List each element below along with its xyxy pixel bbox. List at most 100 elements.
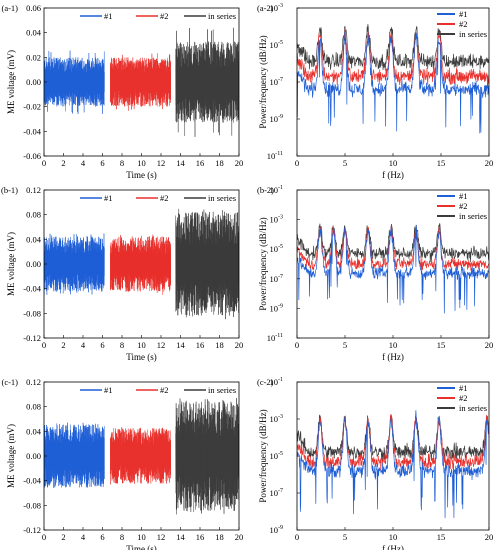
x-tick-label: 20 — [485, 340, 494, 350]
x-tick-label: 0 — [42, 158, 46, 168]
y-tick-label: 0.00 — [26, 77, 41, 87]
x-tick-label: 5 — [343, 532, 347, 542]
x-tick-label: 6 — [100, 158, 104, 168]
x-tick-label: 6 — [100, 340, 104, 350]
y-tick-label: 0.08 — [26, 210, 41, 220]
x-tick-label: 12 — [157, 532, 166, 542]
y-tick-label: -0.08 — [23, 308, 41, 318]
plot-area-a1 — [44, 27, 239, 137]
y-tick-label: 10-7 — [270, 274, 284, 284]
panel-label: (a-2) — [257, 3, 274, 13]
y-tick-label: 10-3 — [270, 414, 284, 424]
x-tick-label: 20 — [235, 532, 244, 542]
y-tick-label: 10-3 — [270, 215, 284, 225]
x-tick-label: 10 — [137, 158, 146, 168]
y-tick-label: -0.04 — [23, 476, 41, 486]
series-c2-2 — [297, 414, 489, 472]
y-tick-label: 10-11 — [267, 333, 283, 343]
series-a1-3 — [175, 27, 239, 137]
x-tick-label: 10 — [137, 340, 146, 350]
series-c2-1 — [297, 410, 489, 519]
series-a2-3 — [297, 24, 489, 71]
y-tick-label: 10-7 — [270, 77, 284, 87]
x-tick-label: 10 — [389, 532, 398, 542]
x-tick-label: 0 — [295, 340, 299, 350]
x-tick-label: 16 — [196, 158, 205, 168]
plot-area-b1 — [44, 208, 239, 320]
y-tick-label: -0.04 — [23, 126, 41, 136]
series-c1-3 — [175, 398, 239, 515]
x-tick-label: 0 — [42, 340, 46, 350]
plot-area-c2 — [297, 410, 489, 519]
x-tick-label: 5 — [343, 340, 347, 350]
legend-label: in series — [459, 211, 487, 221]
y-axis-title: ME voltage (mV) — [6, 50, 16, 114]
plot-area-a2 — [297, 24, 489, 134]
y-tick-label: 10-3 — [270, 3, 284, 13]
plot-area-b2 — [297, 223, 489, 314]
x-tick-label: 14 — [176, 158, 185, 168]
x-tick-label: 14 — [176, 532, 185, 542]
x-tick-label: 4 — [81, 532, 86, 542]
x-tick-label: 12 — [157, 158, 166, 168]
legend-label: #2 — [160, 193, 169, 203]
legend-label: #1 — [104, 385, 113, 395]
y-tick-label: -0.02 — [23, 102, 41, 112]
y-axis-title: Power/frequency (dB/Hz) — [258, 35, 268, 128]
x-tick-label: 16 — [196, 340, 205, 350]
x-tick-label: 20 — [235, 158, 244, 168]
y-axis-title: Power/frequency (dB/Hz) — [258, 409, 268, 502]
series-c1-2 — [110, 427, 171, 485]
x-tick-label: 15 — [437, 340, 446, 350]
x-tick-label: 8 — [120, 340, 124, 350]
x-axis-title: Time (s) — [126, 170, 156, 180]
y-tick-label: -0.12 — [23, 525, 41, 535]
y-tick-label: 0.04 — [26, 234, 42, 244]
series-a2-1 — [297, 31, 489, 134]
y-tick-label: 10-1 — [270, 377, 284, 387]
x-tick-label: 2 — [61, 158, 65, 168]
legend-label: in series — [459, 403, 487, 413]
x-tick-label: 0 — [295, 532, 299, 542]
x-axis-title: Time (s) — [126, 544, 156, 550]
y-tick-label: 10-5 — [270, 40, 284, 50]
x-tick-label: 4 — [81, 340, 86, 350]
x-tick-label: 20 — [235, 340, 244, 350]
legend-label: #1 — [104, 11, 113, 21]
y-tick-label: 10-9 — [270, 525, 284, 535]
chart-a2: 0 5 10 15 20 10-11 10-9 10-7 10-5 10-3(a-2) f (Hz)… — [257, 3, 493, 180]
y-tick-label: 0.08 — [26, 402, 41, 412]
x-tick-label: 14 — [176, 340, 185, 350]
panel-label: (b-2) — [257, 185, 274, 195]
panel-label: (c-2) — [257, 377, 274, 387]
x-tick-label: 15 — [437, 532, 446, 542]
chart-c2: 0 5 10 15 20 10-9 10-7 10-5 10-3 10-1(c-2) f (Hz) P… — [257, 377, 493, 550]
series-b1-1 — [44, 233, 105, 295]
legend-label: #1 — [459, 383, 468, 393]
x-tick-label: 20 — [485, 158, 494, 168]
y-tick-label: 10-9 — [270, 114, 284, 124]
y-tick-label: 0.00 — [26, 451, 41, 461]
x-tick-label: 6 — [100, 532, 104, 542]
y-tick-label: 10-11 — [267, 151, 283, 161]
y-axis-title: Power/frequency (dB/Hz) — [258, 217, 268, 310]
legend-label: in series — [208, 193, 236, 203]
y-tick-label: 0.12 — [26, 377, 41, 387]
y-tick-label: -0.06 — [23, 151, 41, 161]
y-tick-label: 0.04 — [26, 28, 42, 38]
legend-label: #2 — [160, 11, 169, 21]
y-tick-label: 10-5 — [270, 244, 284, 254]
chart-c1: 0 2 4 6 8 10 12 14 16 18 20 -0.12 -0.08 -0.04 0.00 0.04… — [1, 377, 243, 550]
legend-label: #2 — [459, 19, 468, 29]
legend-label: #2 — [160, 385, 169, 395]
x-tick-label: 5 — [343, 158, 347, 168]
legend-label: in series — [208, 11, 236, 21]
y-axis-title: ME voltage (mV) — [6, 424, 16, 488]
y-tick-label: 10-5 — [270, 451, 284, 461]
x-tick-label: 10 — [389, 340, 398, 350]
chart-a1: 0 2 4 6 8 10 12 14 16 18 20 -0.06 -0.04 -0.02 0.00 0.02… — [1, 3, 243, 180]
x-tick-label: 15 — [437, 158, 446, 168]
y-tick-label: 10-7 — [270, 488, 284, 498]
x-tick-label: 18 — [215, 532, 224, 542]
